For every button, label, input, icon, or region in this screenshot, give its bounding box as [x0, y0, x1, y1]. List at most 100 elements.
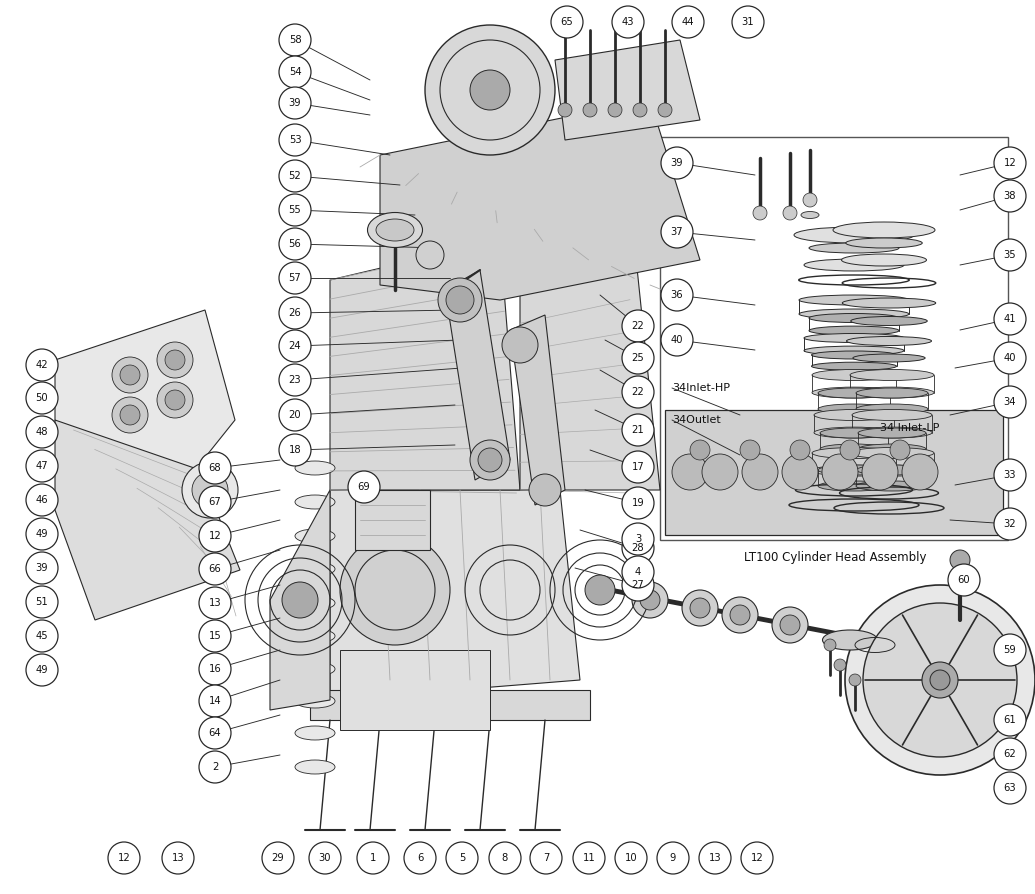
Ellipse shape: [820, 444, 888, 454]
Ellipse shape: [820, 428, 888, 438]
Ellipse shape: [814, 409, 894, 420]
Circle shape: [199, 653, 231, 685]
Text: 41: 41: [1004, 314, 1016, 324]
Circle shape: [26, 518, 58, 550]
Polygon shape: [666, 410, 1003, 535]
Text: 40: 40: [671, 335, 683, 345]
Ellipse shape: [853, 354, 925, 362]
Text: 2: 2: [212, 762, 218, 772]
Circle shape: [657, 842, 689, 874]
Circle shape: [632, 582, 668, 618]
Circle shape: [994, 386, 1026, 418]
Ellipse shape: [804, 333, 904, 342]
Ellipse shape: [852, 409, 932, 420]
Text: 16: 16: [209, 664, 221, 674]
Ellipse shape: [809, 243, 899, 253]
Polygon shape: [341, 650, 490, 730]
Circle shape: [622, 532, 654, 564]
Circle shape: [702, 454, 738, 490]
Circle shape: [26, 382, 58, 414]
Text: 5: 5: [459, 853, 465, 863]
Text: 12: 12: [209, 531, 221, 541]
Text: 32: 32: [1004, 519, 1016, 529]
Circle shape: [558, 103, 572, 117]
Ellipse shape: [295, 629, 335, 643]
Text: 14: 14: [209, 696, 221, 706]
Circle shape: [994, 772, 1026, 804]
Ellipse shape: [856, 404, 928, 414]
Circle shape: [615, 842, 647, 874]
Circle shape: [661, 147, 693, 179]
Circle shape: [608, 103, 622, 117]
Text: 52: 52: [289, 171, 301, 181]
Circle shape: [950, 550, 970, 570]
Circle shape: [199, 520, 231, 552]
Text: 51: 51: [35, 597, 49, 607]
Circle shape: [279, 124, 310, 156]
Text: 53: 53: [289, 135, 301, 145]
Text: 34 Inlet-LP: 34 Inlet-LP: [880, 423, 940, 433]
Circle shape: [26, 586, 58, 618]
Circle shape: [782, 454, 818, 490]
Circle shape: [640, 590, 660, 610]
Text: 22: 22: [631, 321, 645, 331]
Text: 67: 67: [209, 497, 221, 507]
Text: 12: 12: [750, 853, 764, 863]
Text: 64: 64: [209, 728, 221, 738]
Circle shape: [862, 454, 898, 490]
Circle shape: [26, 349, 58, 381]
Circle shape: [661, 216, 693, 248]
Circle shape: [279, 87, 310, 119]
Text: 34Inlet-HP: 34Inlet-HP: [672, 383, 730, 393]
Circle shape: [803, 193, 817, 207]
Ellipse shape: [794, 227, 914, 243]
Ellipse shape: [852, 427, 932, 438]
Circle shape: [357, 842, 389, 874]
Ellipse shape: [841, 254, 926, 266]
Polygon shape: [445, 270, 510, 480]
Text: 3: 3: [634, 534, 641, 544]
Ellipse shape: [812, 387, 896, 398]
Ellipse shape: [295, 760, 335, 774]
Circle shape: [193, 472, 228, 508]
Circle shape: [930, 670, 950, 690]
Text: 42: 42: [35, 360, 49, 370]
Ellipse shape: [376, 219, 414, 241]
Circle shape: [446, 286, 474, 314]
Ellipse shape: [799, 309, 909, 319]
Text: LT100 Cylinder Head Assembly: LT100 Cylinder Head Assembly: [744, 552, 926, 564]
Text: 13: 13: [209, 598, 221, 608]
Text: 37: 37: [671, 227, 683, 237]
Text: 65: 65: [561, 17, 573, 27]
Circle shape: [157, 382, 193, 418]
Circle shape: [279, 160, 310, 192]
Circle shape: [661, 279, 693, 311]
Text: 48: 48: [36, 427, 49, 437]
Circle shape: [470, 70, 510, 110]
Text: 39: 39: [35, 563, 49, 573]
Ellipse shape: [850, 465, 934, 477]
Ellipse shape: [295, 562, 335, 576]
Circle shape: [994, 738, 1026, 770]
Circle shape: [622, 414, 654, 446]
Ellipse shape: [846, 238, 922, 248]
Text: 10: 10: [625, 853, 638, 863]
Ellipse shape: [295, 529, 335, 543]
Circle shape: [438, 278, 482, 322]
Text: 66: 66: [209, 564, 221, 574]
Circle shape: [742, 454, 778, 490]
Circle shape: [612, 6, 644, 38]
Text: 61: 61: [1004, 715, 1016, 725]
Circle shape: [690, 440, 710, 460]
Ellipse shape: [842, 298, 936, 308]
Circle shape: [740, 440, 760, 460]
Circle shape: [790, 440, 810, 460]
Circle shape: [780, 615, 800, 635]
Ellipse shape: [811, 362, 896, 370]
Circle shape: [890, 440, 910, 460]
Circle shape: [622, 569, 654, 601]
Text: 23: 23: [289, 375, 301, 385]
Text: 13: 13: [709, 853, 721, 863]
Circle shape: [922, 662, 958, 698]
Circle shape: [622, 487, 654, 519]
